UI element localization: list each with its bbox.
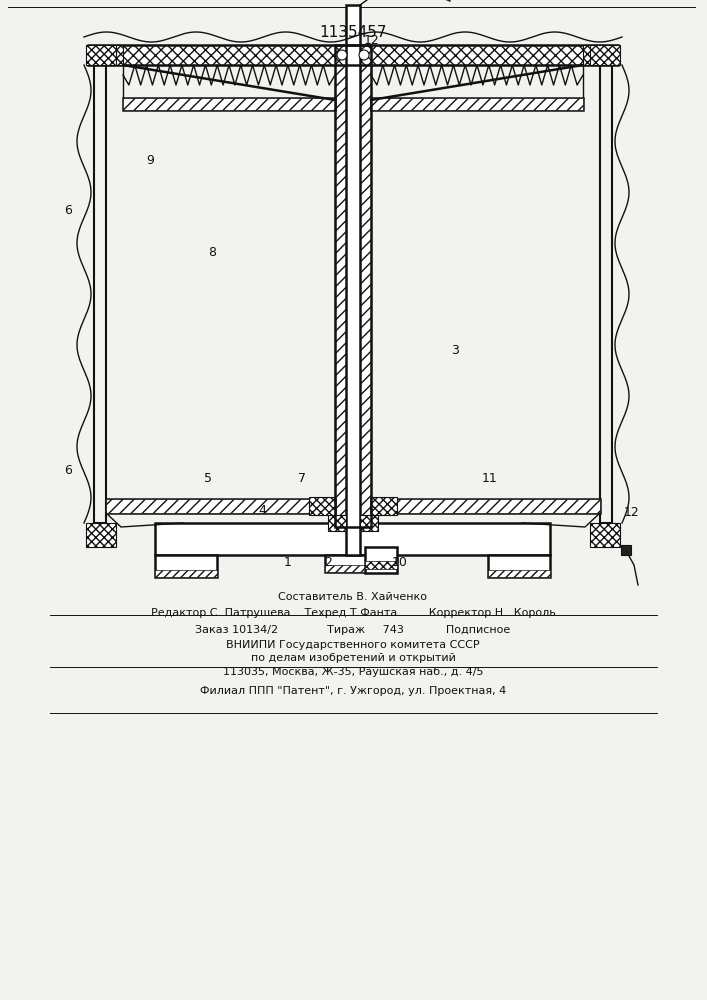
Bar [621,545,631,555]
Text: 10: 10 [392,556,408,568]
Bar [365,561,397,569]
Bar [371,497,397,515]
Text: ВНИИПИ Государственного комитета СССР: ВНИИПИ Государственного комитета СССР [226,640,480,650]
Text: 5: 5 [204,472,212,485]
Text: 11: 11 [482,472,498,485]
Text: 9: 9 [146,153,154,166]
Text: 6: 6 [64,464,72,477]
Text: 7: 7 [298,472,306,485]
Bar [155,523,550,555]
Circle shape [100,50,110,60]
Bar [325,565,381,572]
Text: 12: 12 [364,33,380,46]
Bar [335,45,371,527]
Bar [371,499,600,513]
Bar [123,98,335,110]
Bar [106,499,335,513]
Text: Заказ 10134/2              Тираж     743            Подписное: Заказ 10134/2 Тираж 743 Подписное [195,625,510,635]
Text: 4: 4 [258,504,266,516]
Bar [325,555,381,572]
Text: Редактор С. Патрушева    Техред Т.Фанта         Корректор Н.  Король: Редактор С. Патрушева Техред Т.Фанта Кор… [151,608,556,618]
Bar [88,45,618,65]
Bar [583,45,618,65]
Text: 8: 8 [208,245,216,258]
Circle shape [359,50,369,60]
Bar [371,499,600,513]
Text: Филиал ППП "Патент", г. Ужгород, ул. Проектная, 4: Филиал ППП "Патент", г. Ужгород, ул. Про… [200,686,506,696]
Bar [123,98,335,110]
Bar [488,555,550,577]
Bar [86,45,116,65]
Bar [590,45,620,65]
Circle shape [337,50,347,60]
Text: 2: 2 [324,556,332,568]
Circle shape [596,50,606,60]
Bar [328,515,346,531]
Bar [106,499,335,513]
Text: 3: 3 [451,344,459,357]
Text: Составитель В. Хайченко: Составитель В. Хайченко [279,592,428,602]
Bar [88,45,618,65]
Bar [360,515,378,531]
Bar [309,497,335,515]
Text: по делам изобретений и открытий: по делам изобретений и открытий [250,653,455,663]
Bar [371,98,583,110]
Bar [488,570,550,577]
Bar [590,523,620,547]
Text: 1: 1 [284,556,292,568]
Bar [86,523,116,547]
Text: 6: 6 [64,204,72,217]
Bar [88,45,123,65]
Bar [346,5,360,555]
Text: 1135457: 1135457 [320,25,387,40]
Bar [155,555,217,577]
Bar [371,98,583,110]
Bar [155,570,217,577]
Bar [365,547,397,573]
Text: 12: 12 [624,506,640,518]
Bar [335,45,371,527]
Text: 113035, Москва, Ж-35, Раушская наб., д. 4/5: 113035, Москва, Ж-35, Раушская наб., д. … [223,667,484,677]
